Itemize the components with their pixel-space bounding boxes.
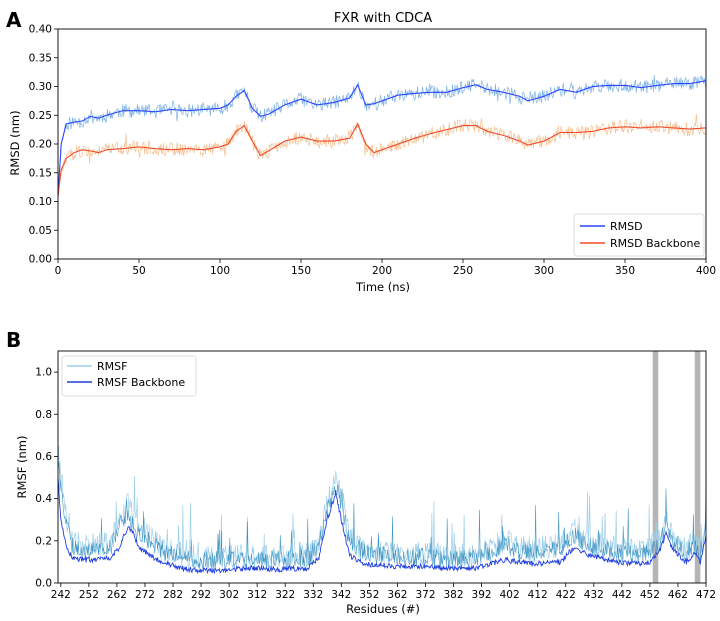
chart-b-xtick-label-16: 402 bbox=[500, 589, 520, 601]
chart-a-xtick-label-6: 300 bbox=[534, 265, 554, 277]
chart-b-legend: RMSF RMSF Backbone bbox=[61, 355, 197, 397]
chart-a-series-0-smooth-line bbox=[57, 80, 707, 196]
chart-a-ytick-label-1: 0.05 bbox=[29, 225, 52, 237]
chart-b-xtick-label-1: 252 bbox=[79, 589, 99, 601]
chart-a-ylabel: RMSD (nm) bbox=[8, 110, 22, 175]
chart-b-series-rmsf-spikes-line bbox=[57, 461, 707, 571]
chart-b-xtick-label-8: 322 bbox=[275, 589, 295, 601]
chart-b-xtick-label-19: 432 bbox=[584, 589, 604, 601]
chart-a-xtick-label-1: 50 bbox=[132, 265, 145, 277]
chart-b-xtick-label-4: 282 bbox=[163, 589, 183, 601]
chart-b-xtick-label-7: 312 bbox=[247, 589, 267, 601]
panel-label-b: B bbox=[6, 328, 22, 352]
chart-b-xtick-label-23: 472 bbox=[696, 589, 716, 601]
chart-a-ytick-label-0: 0.00 bbox=[29, 254, 52, 266]
chart-b-xtick-label-18: 422 bbox=[556, 589, 576, 601]
chart-b-xtick-label-21: 452 bbox=[640, 589, 660, 601]
chart-a-series-0-raw-line bbox=[57, 74, 707, 197]
chart-a-legend-frame bbox=[573, 213, 705, 257]
chart-a-xtick-label-4: 200 bbox=[372, 265, 392, 277]
chart-b-xtick-label-2: 262 bbox=[107, 589, 127, 601]
chart-b-legend-frame bbox=[61, 355, 197, 397]
chart-b-ytick-label-2: 0.4 bbox=[35, 493, 52, 505]
chart-a-frame bbox=[57, 28, 707, 260]
chart-b-xtick-label-20: 442 bbox=[612, 589, 632, 601]
chart-b-legend-label-backbone: RMSF Backbone bbox=[97, 376, 185, 389]
chart-a-xtick-label-2: 100 bbox=[210, 265, 230, 277]
chart-b-plot-area: 242 252 262 272 282 292 302 312 322 332 342 352 362 3… bbox=[35, 350, 716, 601]
chart-b-xtick-label-17: 412 bbox=[528, 589, 548, 601]
chart-b-xtick-label-0: 242 bbox=[51, 589, 71, 601]
chart-a-series-1-smooth-line bbox=[57, 122, 707, 196]
chart-a-title: FXR with CDCA bbox=[334, 11, 432, 26]
chart-a-ytick-label-7: 0.35 bbox=[29, 52, 52, 64]
chart-b-ytick-label-5: 1.0 bbox=[35, 367, 52, 379]
chart-a-legend-label-rmsd: RMSD bbox=[610, 220, 643, 233]
chart-b-ytick-label-4: 0.8 bbox=[35, 409, 52, 421]
chart-a-xtick-label-5: 250 bbox=[453, 265, 473, 277]
chart-a-ytick-label-5: 0.25 bbox=[29, 110, 52, 122]
chart-b-highlight-band-0 bbox=[652, 351, 659, 583]
chart-b-ylabel: RMSF (nm) bbox=[15, 436, 29, 499]
chart-a-xlabel: Time (ns) bbox=[355, 280, 410, 294]
chart-b-series-backbone-line bbox=[57, 478, 707, 575]
chart-b-ytick-label-1: 0.2 bbox=[35, 535, 52, 547]
chart-a-plot-area: 0 50 100 150 200 250 300 350 400 0.00 0.05 0.10 0.15… bbox=[29, 24, 716, 278]
chart-b-xtick-label-6: 302 bbox=[219, 589, 239, 601]
chart-a-series-1-raw-line bbox=[57, 114, 707, 197]
chart-b-xlabel: Residues (#) bbox=[346, 602, 420, 616]
chart-b-xtick-label-10: 342 bbox=[331, 589, 351, 601]
chart-a-ytick-label-4: 0.20 bbox=[29, 139, 52, 151]
chart-b-xtick-label-5: 292 bbox=[191, 589, 211, 601]
chart-a-xtick-label-3: 150 bbox=[291, 265, 311, 277]
chart-b-ytick-label-3: 0.6 bbox=[35, 451, 52, 463]
panel-label-a: A bbox=[6, 8, 22, 32]
chart-a-xtick-label-8: 400 bbox=[696, 265, 716, 277]
chart-a-ytick-label-8: 0.40 bbox=[29, 24, 52, 36]
chart-a-ytick-label-6: 0.30 bbox=[29, 81, 52, 93]
chart-b-xtick-label-15: 392 bbox=[472, 589, 492, 601]
chart-b-legend-label-rmsf: RMSF bbox=[97, 360, 127, 373]
chart-b-series-rmsf-line bbox=[57, 446, 707, 571]
chart-a-xtick-label-0: 0 bbox=[55, 265, 62, 277]
chart-a-ytick-label-3: 0.15 bbox=[29, 167, 52, 179]
chart-b-xtick-label-22: 462 bbox=[668, 589, 688, 601]
chart-a-ytick-label-2: 0.10 bbox=[29, 196, 52, 208]
chart-a-xtick-label-7: 350 bbox=[615, 265, 635, 277]
chart-b-xtick-label-14: 382 bbox=[444, 589, 464, 601]
chart-b-highlight-band-1 bbox=[694, 351, 701, 583]
chart-b-xtick-label-12: 362 bbox=[387, 589, 407, 601]
chart-b-xtick-label-9: 332 bbox=[303, 589, 323, 601]
chart-a-legend-label-backbone: RMSD Backbone bbox=[610, 237, 700, 250]
chart-b-frame bbox=[57, 350, 707, 584]
chart-b-xtick-label-11: 352 bbox=[359, 589, 379, 601]
chart-b-ytick-label-0: 0.0 bbox=[35, 578, 52, 590]
chart-a-legend: RMSD RMSD Backbone bbox=[573, 213, 705, 257]
chart-b-xtick-label-13: 372 bbox=[415, 589, 435, 601]
chart-b-xtick-label-3: 272 bbox=[135, 589, 155, 601]
